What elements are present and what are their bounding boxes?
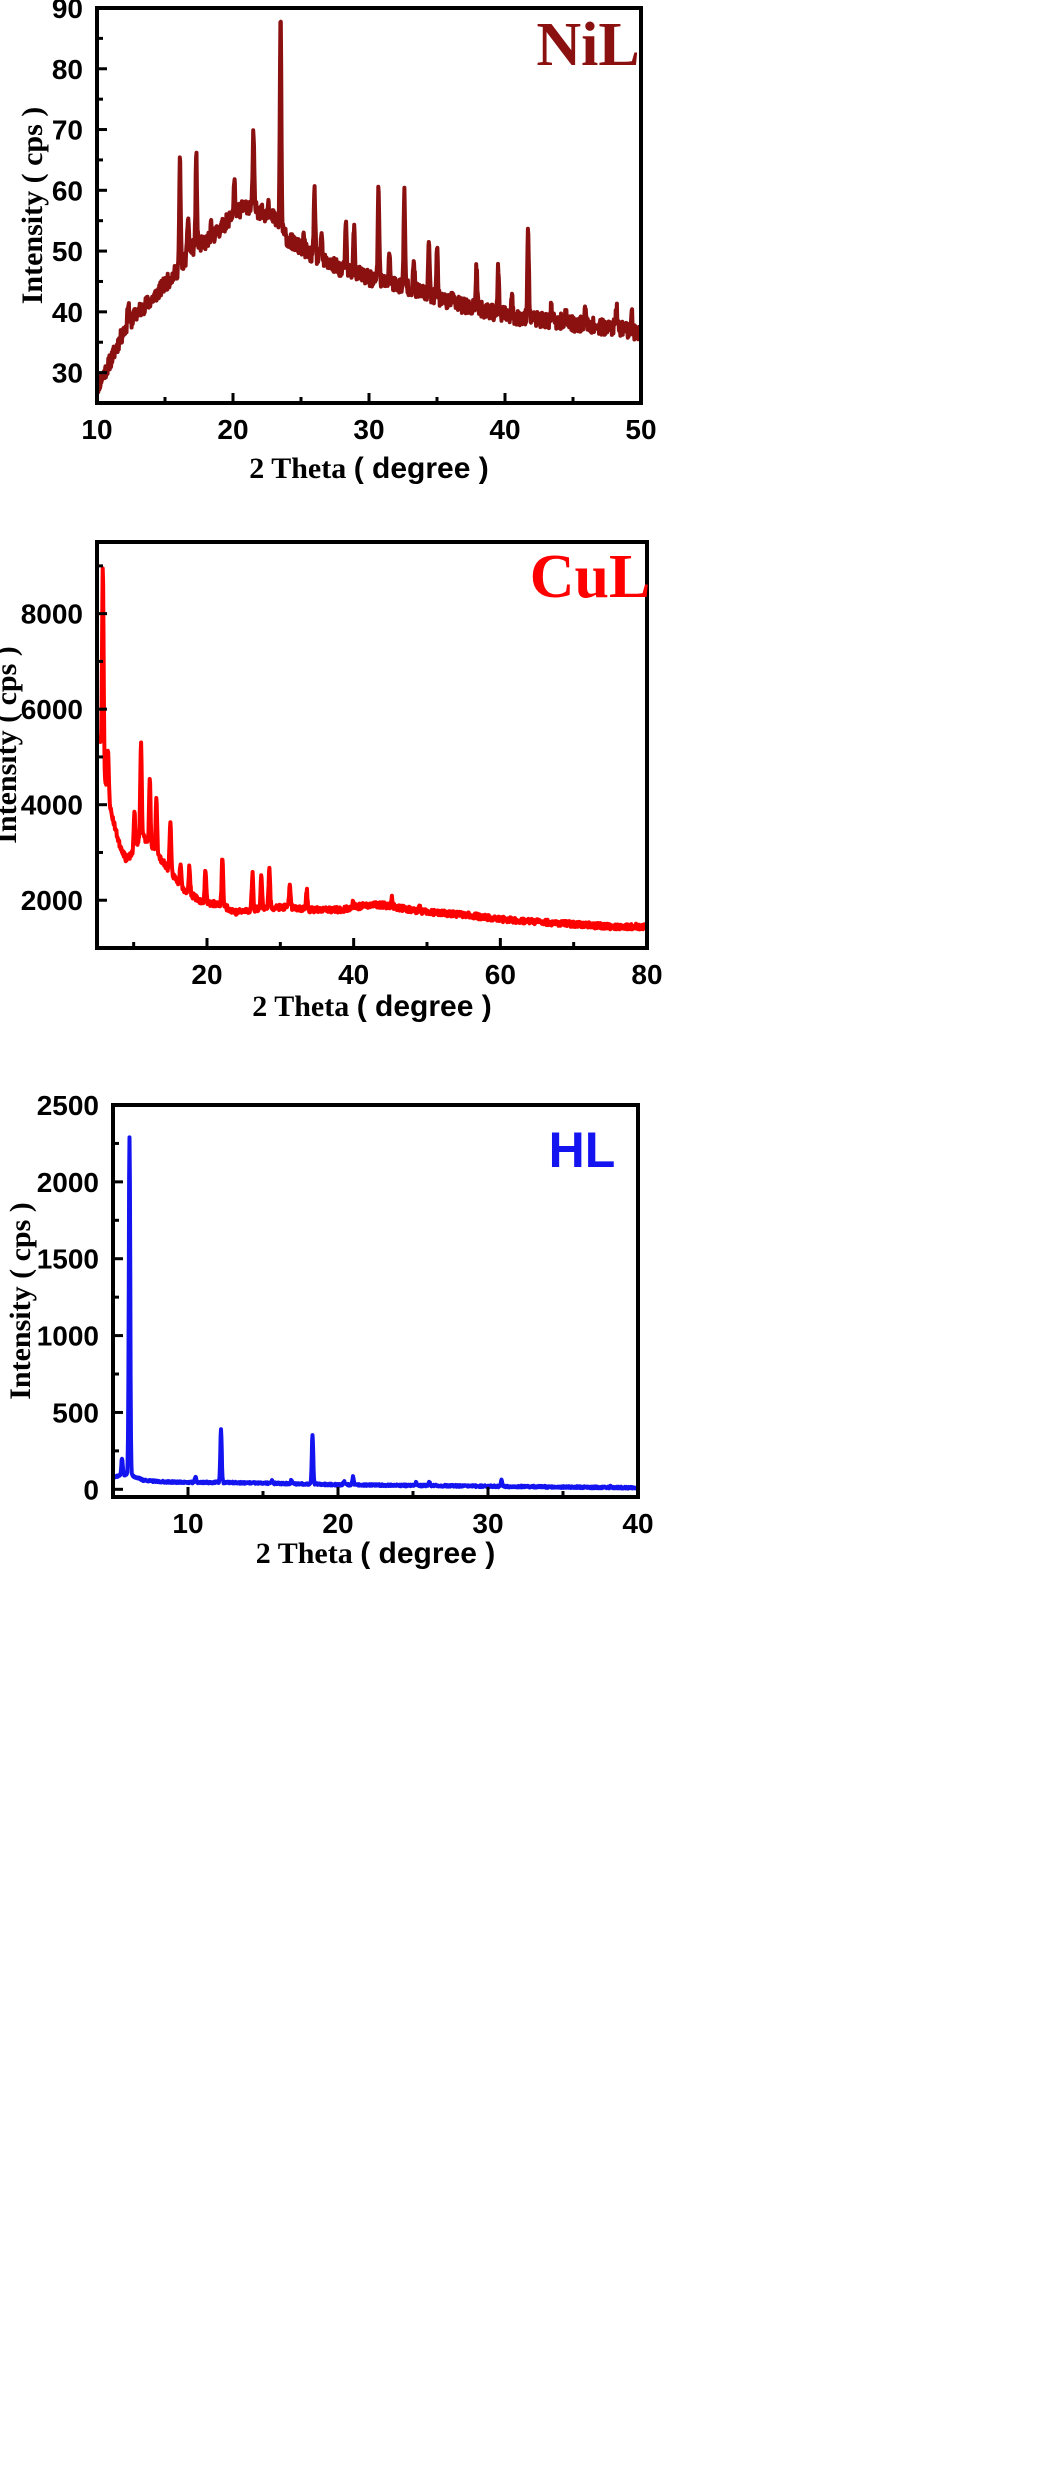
hl-y-tick-label: 1000 <box>37 1321 99 1352</box>
nil-y-tick-label: 40 <box>52 297 83 328</box>
hl-series-line <box>113 1135 638 1491</box>
nil-x-axis-title: 2 Theta ( degree ) <box>249 452 489 485</box>
nil-y-tick-label: 80 <box>52 54 83 85</box>
cul-y-tick-label: 6000 <box>21 694 83 725</box>
cul-x-axis-title-main: 2 Theta <box>252 990 356 1023</box>
cul-x-axis-title-unit: ( degree ) <box>357 990 492 1023</box>
hl-x-tick-label: 30 <box>472 1508 503 1539</box>
nil-y-tick-label: 60 <box>52 175 83 206</box>
hl-plot-frame <box>111 1103 640 1499</box>
nil-x-tick-label: 20 <box>217 414 248 445</box>
cul-chart-panel: 20 40 60 80 2000 4000 6000 8000 2 Theta ( degree… <box>0 540 663 1023</box>
nil-x-tick-label: 50 <box>625 414 656 445</box>
nil-chart-panel: 10 20 30 40 50 30 40 50 60 70 80 90 2 Theta ( degree… <box>16 0 657 485</box>
cul-y-tick-label: 4000 <box>21 790 83 821</box>
hl-x-axis-title-main: 2 Theta <box>256 1537 360 1570</box>
hl-y-tick-label: 2500 <box>37 1090 99 1121</box>
nil-y-tick-label: 70 <box>52 115 83 146</box>
hl-x-axis-title-unit: ( degree ) <box>360 1537 495 1570</box>
nil-x-tick-label: 30 <box>353 414 384 445</box>
hl-y-tick-label: 2000 <box>37 1167 99 1198</box>
nil-x-axis-title-main: 2 Theta <box>249 452 353 485</box>
nil-y-tick-label: 30 <box>52 358 83 389</box>
nil-sample-label: NiL <box>536 11 639 79</box>
hl-x-axis-title: 2 Theta ( degree ) <box>256 1537 496 1570</box>
hl-y-tick-label: 1500 <box>37 1244 99 1275</box>
cul-x-tick-label: 20 <box>191 959 222 990</box>
hl-y-axis-title: Intensity ( cps ) <box>4 1202 37 1400</box>
cul-x-tick-label: 60 <box>485 959 516 990</box>
cul-series-line <box>97 566 647 932</box>
nil-y-tick-label: 90 <box>52 0 83 24</box>
hl-x-tick-label: 20 <box>322 1508 353 1539</box>
nil-x-axis-title-unit: ( degree ) <box>354 452 489 485</box>
nil-y-tick-label: 50 <box>52 236 83 267</box>
hl-chart-panel: 10 20 30 40 0 500 1000 1500 2000 2500 2 Theta ( de… <box>4 1090 654 1570</box>
nil-y-axis-title: Intensity ( cps ) <box>16 107 49 305</box>
nil-series-line <box>97 19 641 395</box>
nil-x-tick-label: 10 <box>81 414 112 445</box>
cul-plot-frame <box>95 540 649 950</box>
nil-x-tick-label: 40 <box>489 414 520 445</box>
cul-x-tick-label: 40 <box>338 959 369 990</box>
cul-x-tick-label: 80 <box>631 959 662 990</box>
cul-sample-label: CuL <box>530 543 651 611</box>
hl-x-tick-label: 10 <box>172 1508 203 1539</box>
hl-y-tick-label: 0 <box>83 1474 99 1505</box>
cul-x-axis-title: 2 Theta ( degree ) <box>252 990 492 1023</box>
cul-y-axis-title: Intensity ( cps ) <box>0 646 23 844</box>
hl-x-tick-label: 40 <box>622 1508 653 1539</box>
cul-y-tick-label: 2000 <box>21 885 83 916</box>
hl-sample-label: HL <box>549 1122 616 1178</box>
cul-y-tick-label: 8000 <box>21 599 83 630</box>
hl-y-tick-label: 500 <box>52 1397 99 1428</box>
